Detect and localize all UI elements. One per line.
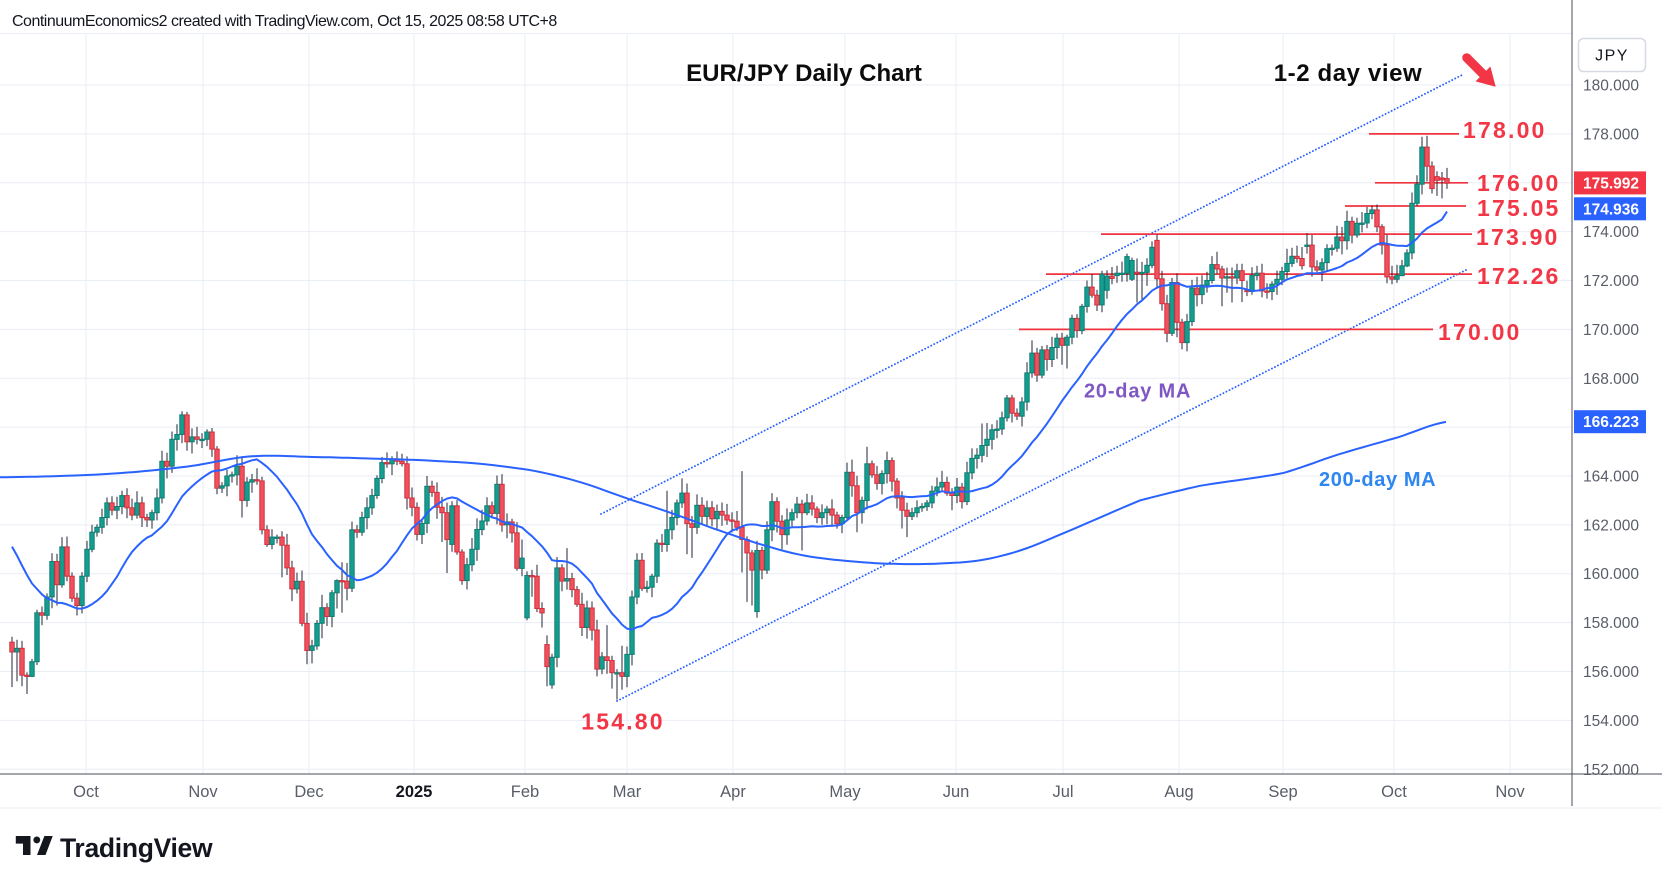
svg-text:May: May xyxy=(829,783,861,801)
svg-text:2025: 2025 xyxy=(396,783,433,801)
svg-text:Jul: Jul xyxy=(1052,783,1073,801)
svg-text:152.000: 152.000 xyxy=(1583,762,1639,779)
svg-text:JPY: JPY xyxy=(1595,48,1629,65)
svg-text:20-day MA: 20-day MA xyxy=(1084,381,1191,403)
svg-text:158.000: 158.000 xyxy=(1583,615,1639,632)
svg-text:Mar: Mar xyxy=(613,783,642,801)
svg-text:Feb: Feb xyxy=(511,783,539,801)
svg-text:174.936: 174.936 xyxy=(1583,201,1639,218)
svg-text:180.000: 180.000 xyxy=(1583,78,1639,95)
svg-text:ContinuumEconomics2 created wi: ContinuumEconomics2 created with Trading… xyxy=(12,13,557,30)
svg-text:172.000: 172.000 xyxy=(1583,273,1639,290)
svg-text:173.90: 173.90 xyxy=(1476,224,1560,250)
svg-text:Sep: Sep xyxy=(1268,783,1297,801)
svg-text:160.000: 160.000 xyxy=(1583,566,1639,583)
svg-text:168.000: 168.000 xyxy=(1583,371,1639,388)
svg-text:156.000: 156.000 xyxy=(1583,664,1639,681)
svg-text:172.26: 172.26 xyxy=(1477,263,1561,289)
svg-text:178.00: 178.00 xyxy=(1463,117,1547,143)
svg-text:Nov: Nov xyxy=(1495,783,1525,801)
svg-text:175.05: 175.05 xyxy=(1477,195,1561,221)
svg-text:170.000: 170.000 xyxy=(1583,322,1639,339)
svg-text:164.000: 164.000 xyxy=(1583,469,1639,486)
svg-text:166.223: 166.223 xyxy=(1583,414,1639,431)
svg-text:162.000: 162.000 xyxy=(1583,517,1639,534)
svg-text:Jun: Jun xyxy=(943,783,970,801)
svg-text:174.000: 174.000 xyxy=(1583,224,1639,241)
svg-text:Dec: Dec xyxy=(294,783,323,801)
svg-text:178.000: 178.000 xyxy=(1583,126,1639,143)
svg-text:175.992: 175.992 xyxy=(1583,175,1639,192)
svg-text:Aug: Aug xyxy=(1164,783,1193,801)
svg-text:EUR/JPY Daily Chart: EUR/JPY Daily Chart xyxy=(686,60,922,87)
svg-text:Nov: Nov xyxy=(188,783,218,801)
svg-text:Oct: Oct xyxy=(73,783,99,801)
svg-text:154.000: 154.000 xyxy=(1583,713,1639,730)
svg-text:176.00: 176.00 xyxy=(1477,170,1561,196)
svg-text:Oct: Oct xyxy=(1381,783,1407,801)
svg-text:154.80: 154.80 xyxy=(581,709,665,735)
svg-text:200-day MA: 200-day MA xyxy=(1319,469,1436,491)
svg-text:170.00: 170.00 xyxy=(1438,319,1522,345)
svg-text:TradingView: TradingView xyxy=(60,833,213,863)
svg-text:Apr: Apr xyxy=(720,783,746,801)
svg-text:1-2 day view: 1-2 day view xyxy=(1274,60,1423,87)
